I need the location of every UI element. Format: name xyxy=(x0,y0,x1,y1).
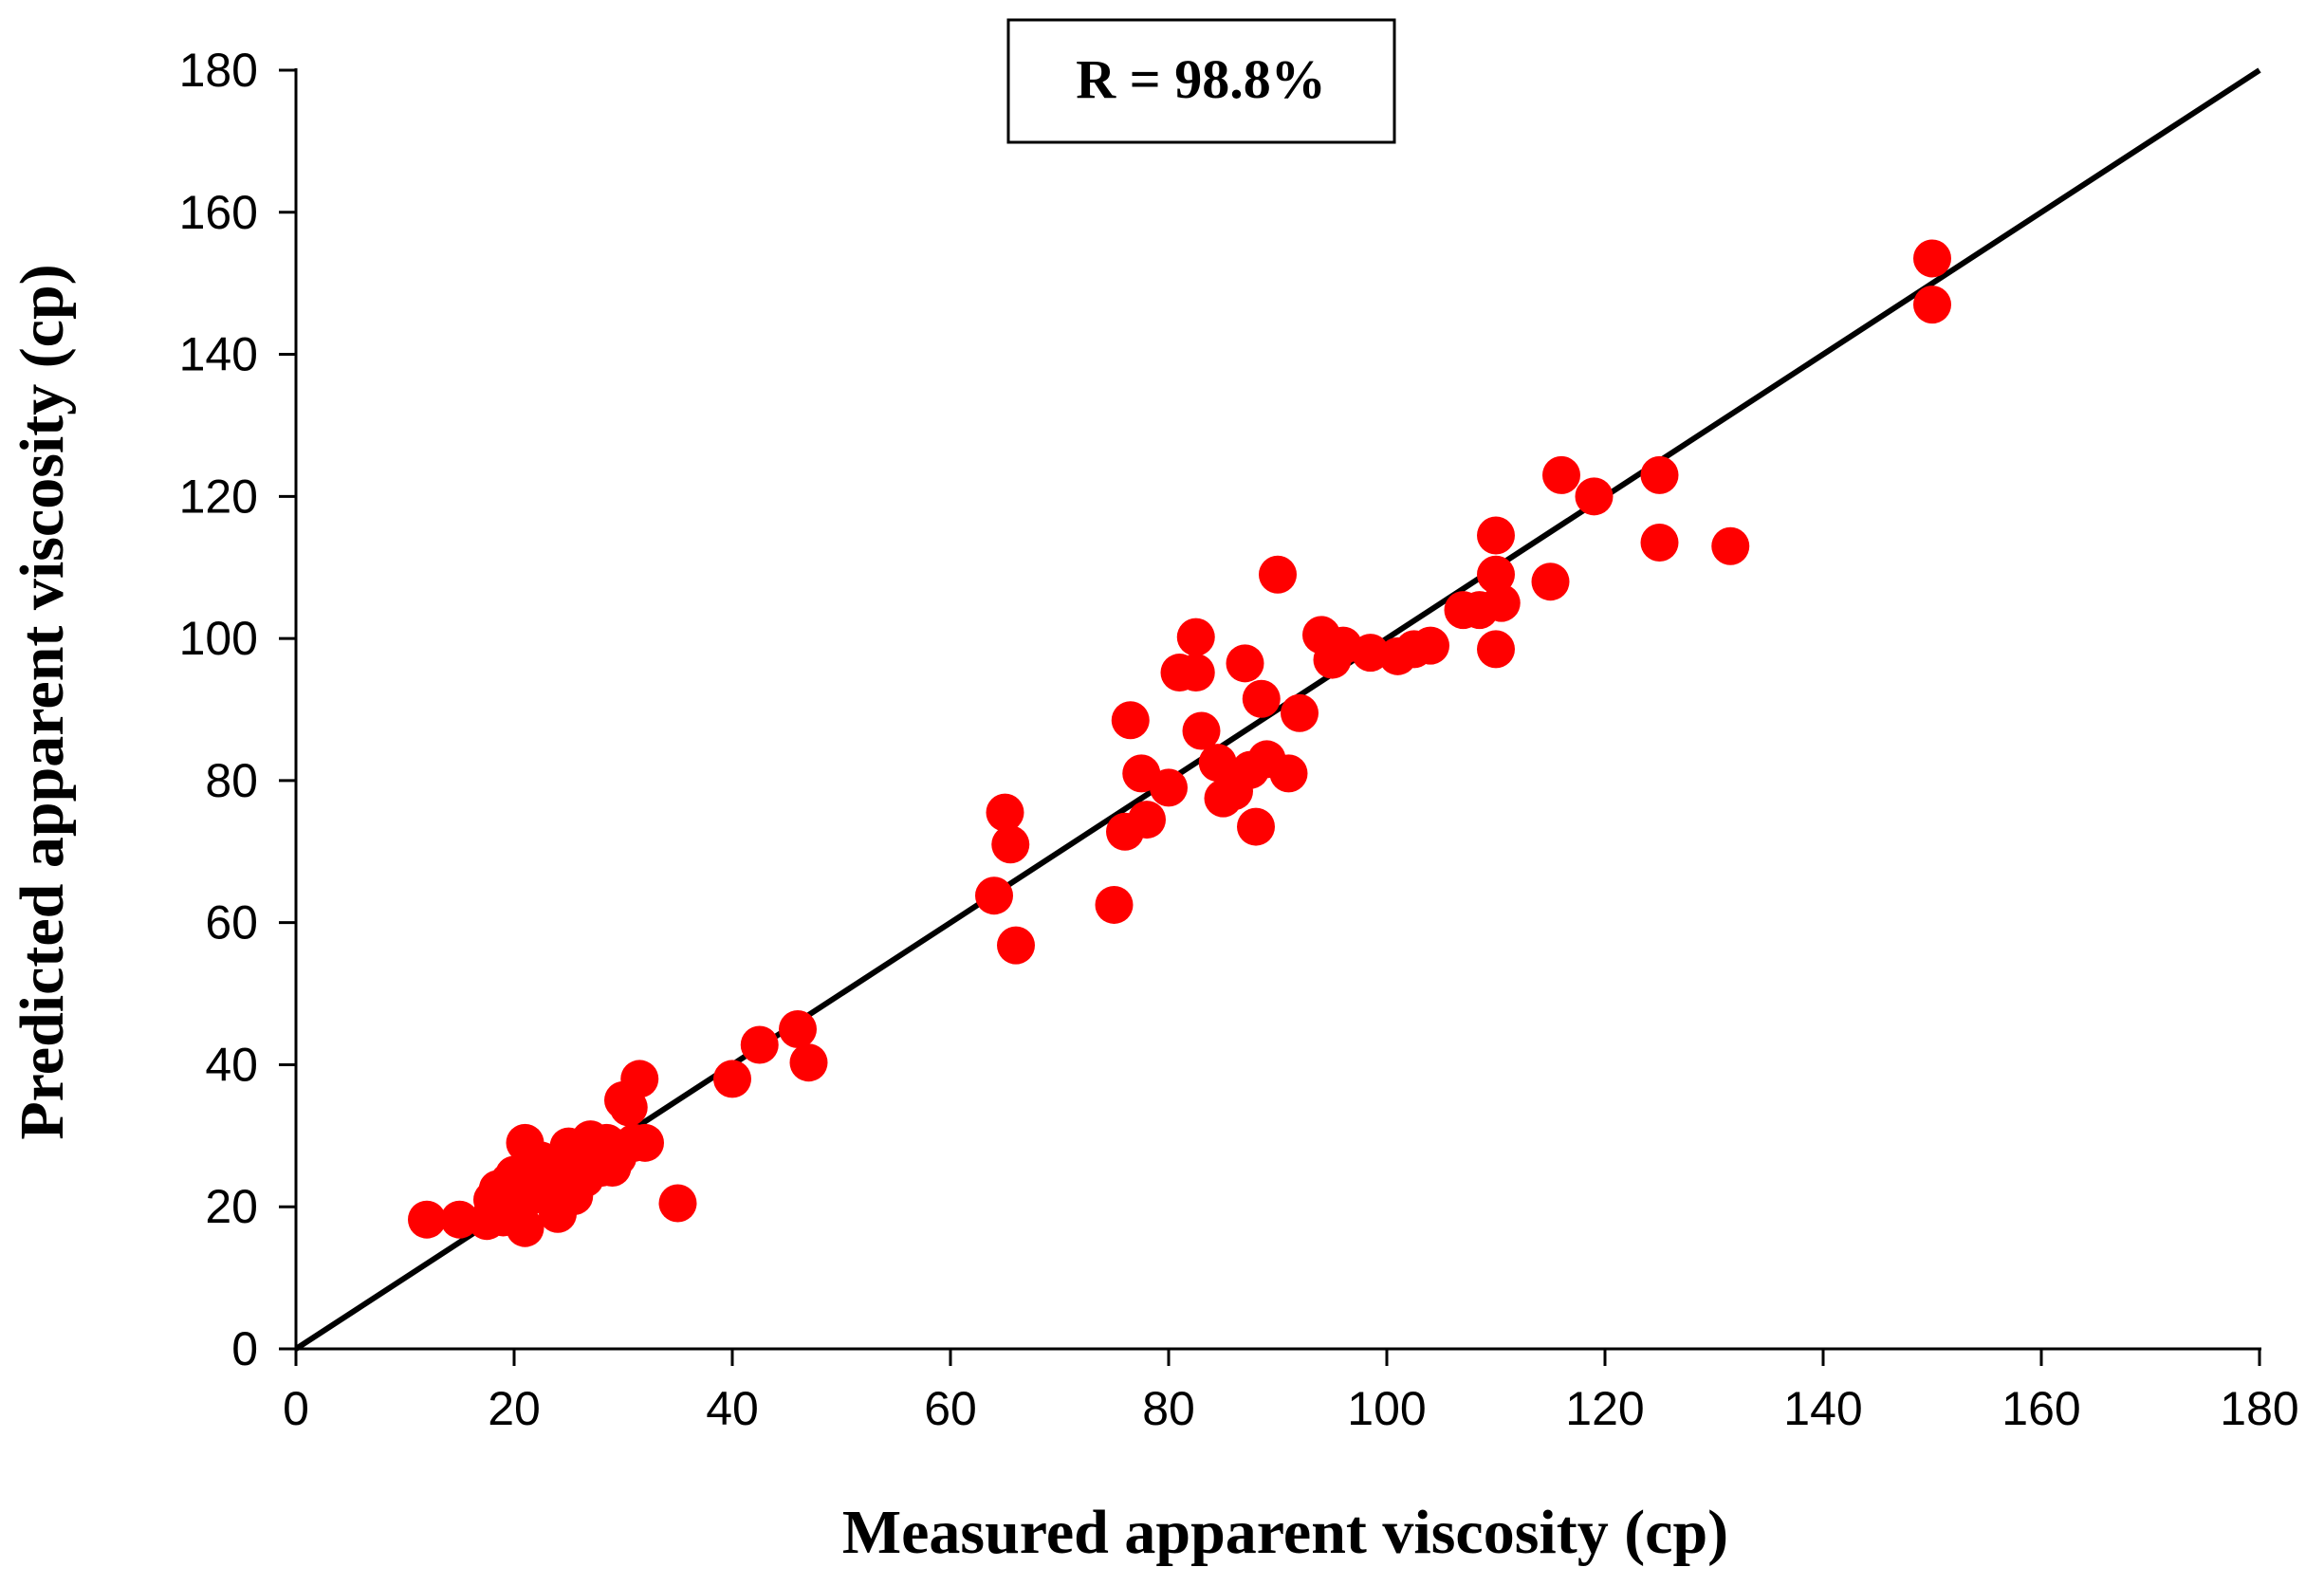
data-point xyxy=(1482,583,1521,622)
y-ticks: 0 20 40 60 80 100 120 140 160 180 xyxy=(179,44,296,1375)
x-tick-label: 40 xyxy=(706,1382,759,1435)
data-point xyxy=(1259,555,1297,594)
data-point xyxy=(986,793,1024,832)
data-point xyxy=(1477,555,1515,594)
data-point xyxy=(789,1043,828,1082)
data-point xyxy=(1281,693,1319,732)
data-point xyxy=(1913,239,1951,278)
data-point xyxy=(991,825,1030,864)
y-tick-label: 140 xyxy=(179,328,258,381)
y-tick-label: 180 xyxy=(179,44,258,97)
x-tick-label: 100 xyxy=(1347,1382,1426,1435)
x-axis-title: Measured apparent viscosity (cp) xyxy=(842,1498,1728,1567)
data-point xyxy=(1913,286,1951,324)
data-point xyxy=(408,1200,446,1239)
y-tick-label: 60 xyxy=(205,896,258,950)
x-tick-label: 60 xyxy=(924,1382,977,1435)
data-point xyxy=(1237,807,1275,846)
data-point xyxy=(1176,654,1215,692)
y-tick-label: 40 xyxy=(205,1038,258,1091)
y-tick-label: 20 xyxy=(205,1180,258,1233)
data-point xyxy=(1198,744,1237,783)
y-tick-label: 120 xyxy=(179,470,258,523)
data-point xyxy=(1411,626,1449,665)
data-point xyxy=(620,1060,659,1098)
axes: 0 20 40 60 80 100 120 140 160 180 0 20 40 60 80 100 120… xyxy=(179,44,2299,1435)
data-point xyxy=(1095,885,1134,924)
x-tick-label: 80 xyxy=(1142,1382,1195,1435)
y-tick-label: 80 xyxy=(205,754,258,807)
data-point xyxy=(1242,679,1281,718)
x-tick-label: 160 xyxy=(2001,1382,2080,1435)
data-point xyxy=(609,1088,648,1127)
y-tick-label: 0 xyxy=(231,1322,258,1375)
data-point xyxy=(658,1184,697,1223)
x-tick-label: 20 xyxy=(488,1382,541,1435)
annotation-frame xyxy=(1006,18,1396,144)
data-point xyxy=(1111,701,1150,740)
y-axis-title: Predicted apparent viscosity (cp) xyxy=(8,264,77,1139)
annotation-text: R = 98.8% xyxy=(1076,48,1325,110)
data-point xyxy=(1640,524,1679,562)
data-points xyxy=(408,239,1951,1247)
data-point xyxy=(626,1123,664,1162)
y-tick-label: 100 xyxy=(179,612,258,665)
x-tick-label: 180 xyxy=(2220,1382,2298,1435)
annotation-box: R = 98.8% xyxy=(1006,18,1396,144)
data-point xyxy=(1477,516,1515,555)
x-tick-label: 120 xyxy=(1565,1382,1644,1435)
data-point xyxy=(1128,801,1166,839)
data-point xyxy=(1176,618,1215,656)
data-point xyxy=(1182,711,1221,750)
data-point xyxy=(1477,630,1515,669)
data-point xyxy=(1575,477,1614,516)
data-point xyxy=(1269,754,1308,793)
y-tick-label: 160 xyxy=(179,186,258,239)
data-point xyxy=(740,1025,779,1064)
x-ticks: 0 20 40 60 80 100 120 140 160 180 xyxy=(283,1349,2299,1435)
data-point xyxy=(1640,455,1679,494)
data-point xyxy=(1226,644,1264,683)
data-point xyxy=(506,1208,544,1247)
data-point xyxy=(1150,768,1188,807)
data-point xyxy=(713,1060,751,1098)
x-tick-label: 0 xyxy=(283,1382,309,1435)
data-point xyxy=(975,876,1013,915)
data-point xyxy=(997,926,1035,965)
data-point xyxy=(1531,562,1570,601)
data-point xyxy=(1542,455,1580,494)
x-tick-label: 140 xyxy=(1783,1382,1862,1435)
data-point xyxy=(1711,526,1750,565)
data-point xyxy=(779,1010,817,1048)
data-point xyxy=(440,1200,479,1239)
